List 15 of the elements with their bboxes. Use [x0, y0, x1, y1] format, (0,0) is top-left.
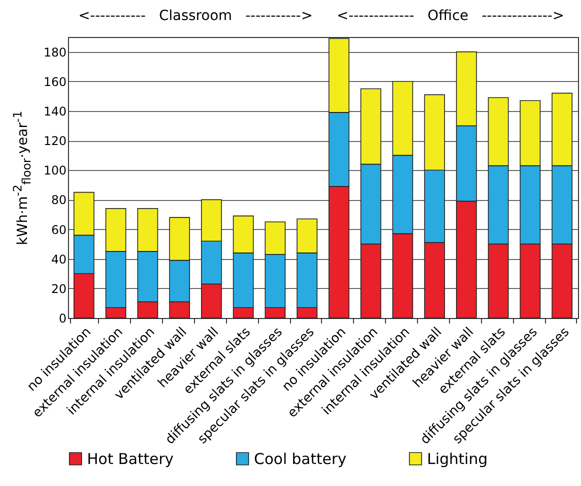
- legend-label: Cool battery: [254, 450, 347, 468]
- text: <----------- Classroom ----------->: [78, 8, 313, 24]
- y-tick-label: 100: [44, 164, 66, 178]
- y-tick-label: 20: [51, 282, 66, 296]
- y-tick-label: 0: [58, 312, 66, 326]
- y-tick-label: 140: [44, 104, 66, 118]
- legend-label: Hot Battery: [87, 450, 174, 468]
- y-tick-label: 80: [51, 193, 66, 208]
- y-tick-label: 40: [51, 252, 66, 266]
- text: <------------- Office -------------->: [336, 8, 564, 24]
- y-tick-label: 180: [44, 45, 66, 60]
- y-tick-label: 60: [51, 222, 66, 237]
- y-tick-label: 160: [44, 74, 66, 89]
- legend-label: Lighting: [427, 450, 488, 468]
- y-tick-label: 120: [44, 134, 66, 148]
